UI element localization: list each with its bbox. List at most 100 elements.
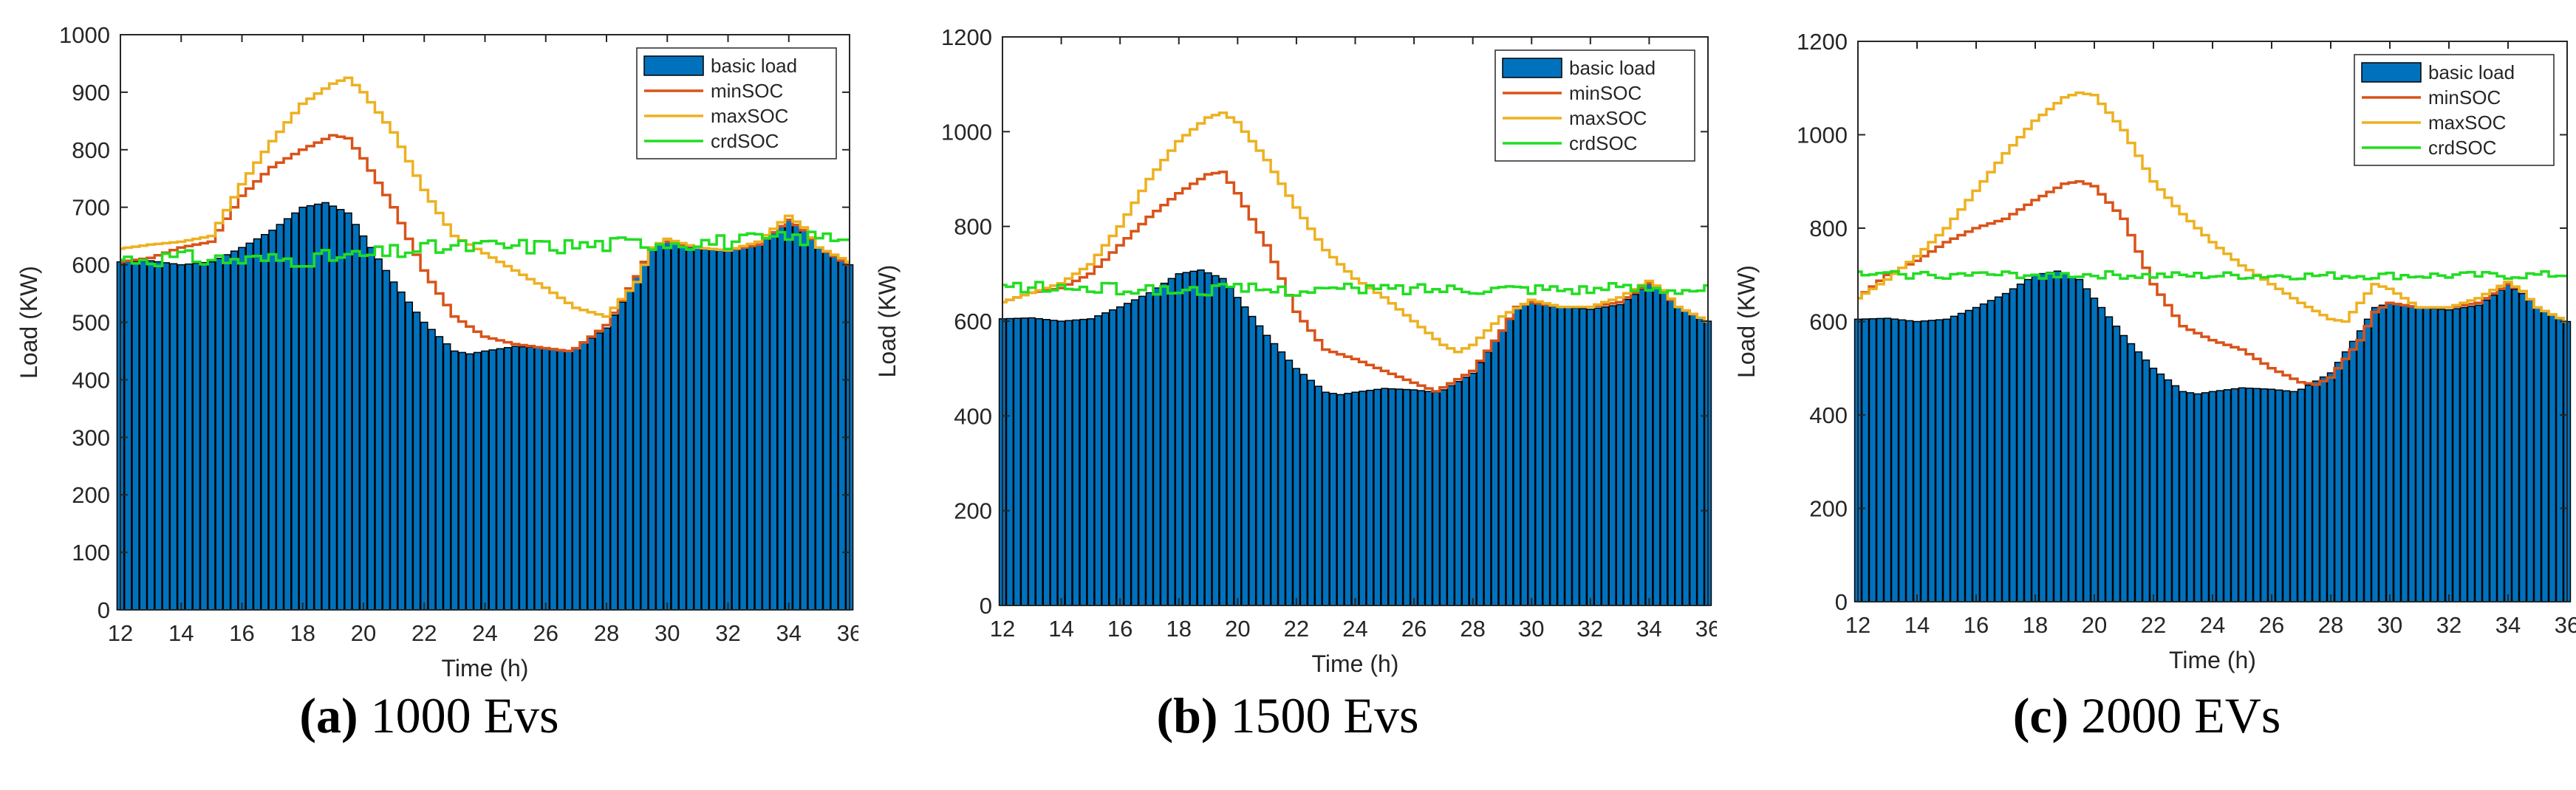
bar xyxy=(1432,391,1441,606)
x-tick-label: 26 xyxy=(533,620,558,646)
bar xyxy=(1586,309,1595,606)
bar xyxy=(587,337,595,611)
basic-load-bars xyxy=(998,269,1712,606)
bar xyxy=(1593,307,1602,606)
bar xyxy=(686,245,694,611)
bar xyxy=(359,235,368,611)
bar xyxy=(389,281,398,611)
x-tick-label: 14 xyxy=(1904,612,1930,638)
legend-swatch-bar xyxy=(1502,58,1562,78)
bar xyxy=(344,212,352,611)
bar xyxy=(1638,289,1646,606)
bar xyxy=(1270,343,1279,606)
bar xyxy=(1395,388,1404,606)
bar xyxy=(1935,319,1944,602)
bar xyxy=(2016,284,2025,602)
x-tick-label: 16 xyxy=(229,620,254,646)
x-tick-label: 34 xyxy=(1636,616,1661,642)
legend: basic load minSOC maxSOC crdSOC xyxy=(1494,49,1695,162)
bar xyxy=(609,315,618,611)
y-tick-label: 800 xyxy=(1809,216,1848,241)
bar xyxy=(177,264,185,611)
x-tick-label: 28 xyxy=(1460,616,1485,642)
x-tick-label: 34 xyxy=(776,620,802,646)
bar xyxy=(1623,298,1631,606)
bar xyxy=(2282,390,2291,602)
y-tick-label: 400 xyxy=(1809,402,1848,428)
bar xyxy=(1491,340,1499,606)
bar xyxy=(1645,284,1653,606)
bar xyxy=(2371,306,2379,602)
bar xyxy=(1344,393,1352,606)
bar xyxy=(245,242,254,611)
bar xyxy=(1520,303,1528,606)
bar xyxy=(2408,306,2416,602)
bar xyxy=(1050,320,1058,606)
bar xyxy=(185,263,193,611)
bar xyxy=(1483,351,1492,606)
bar xyxy=(397,291,406,611)
bar xyxy=(2378,304,2387,602)
x-tick-label: 18 xyxy=(290,620,315,646)
y-axis-label: Load (KW) xyxy=(16,266,42,379)
bar xyxy=(2548,314,2557,602)
bar xyxy=(1094,315,1102,606)
bar xyxy=(420,321,428,611)
bar xyxy=(504,347,512,611)
bar xyxy=(2001,292,2010,602)
bar xyxy=(1476,362,1484,606)
bar xyxy=(1653,287,1661,606)
bar xyxy=(777,225,785,611)
x-tick-label: 16 xyxy=(1107,616,1132,642)
bar xyxy=(2031,274,2040,602)
legend-label: crdSOC xyxy=(711,130,779,152)
bar xyxy=(1535,303,1543,606)
bar xyxy=(2312,380,2320,602)
bar xyxy=(1542,303,1551,606)
bar xyxy=(336,209,345,611)
bar xyxy=(1079,318,1087,606)
caption-b: (b) 1500 Evs xyxy=(858,687,1717,745)
y-tick-label: 400 xyxy=(954,403,992,429)
chart-panel-b: 0 200 400 600 800 1000 1200 12 14 16 18 20 22 24 26 28 3… xyxy=(874,24,1717,677)
bar xyxy=(169,263,178,611)
bar xyxy=(694,247,702,611)
bar xyxy=(488,349,497,611)
x-tick-label: 12 xyxy=(108,620,133,646)
x-tick-label: 22 xyxy=(2141,612,2166,638)
x-tick-label: 12 xyxy=(1845,612,1870,638)
x-tick-label: 32 xyxy=(715,620,740,646)
bar xyxy=(2555,317,2564,602)
bar xyxy=(2526,300,2535,602)
x-tick-label: 20 xyxy=(2082,612,2107,638)
x-tick-label: 36 xyxy=(837,620,858,646)
bar xyxy=(1616,303,1624,606)
bar xyxy=(1109,309,1117,606)
bar xyxy=(2385,302,2394,602)
bar xyxy=(2474,304,2483,602)
bar xyxy=(2164,379,2173,602)
bar xyxy=(1138,295,1147,606)
bar xyxy=(632,275,641,611)
bar xyxy=(1042,319,1050,606)
bar xyxy=(1204,272,1212,606)
bar xyxy=(1579,308,1588,606)
bar xyxy=(1130,299,1139,606)
bar xyxy=(762,238,771,611)
bar xyxy=(1028,317,1036,606)
bar xyxy=(1898,319,1907,602)
x-tick-label: 30 xyxy=(655,620,680,646)
bar xyxy=(1446,385,1455,606)
bar xyxy=(1277,351,1286,606)
bar xyxy=(139,260,148,611)
bar xyxy=(1681,309,1690,606)
bar xyxy=(1660,292,1668,606)
bar xyxy=(465,353,474,611)
bar xyxy=(1241,306,1249,606)
bar xyxy=(671,242,679,611)
bar xyxy=(1373,388,1381,606)
y-tick-label: 0 xyxy=(1835,589,1848,615)
bar xyxy=(572,347,581,611)
bar xyxy=(815,247,824,611)
legend-label: maxSOC xyxy=(711,105,788,127)
